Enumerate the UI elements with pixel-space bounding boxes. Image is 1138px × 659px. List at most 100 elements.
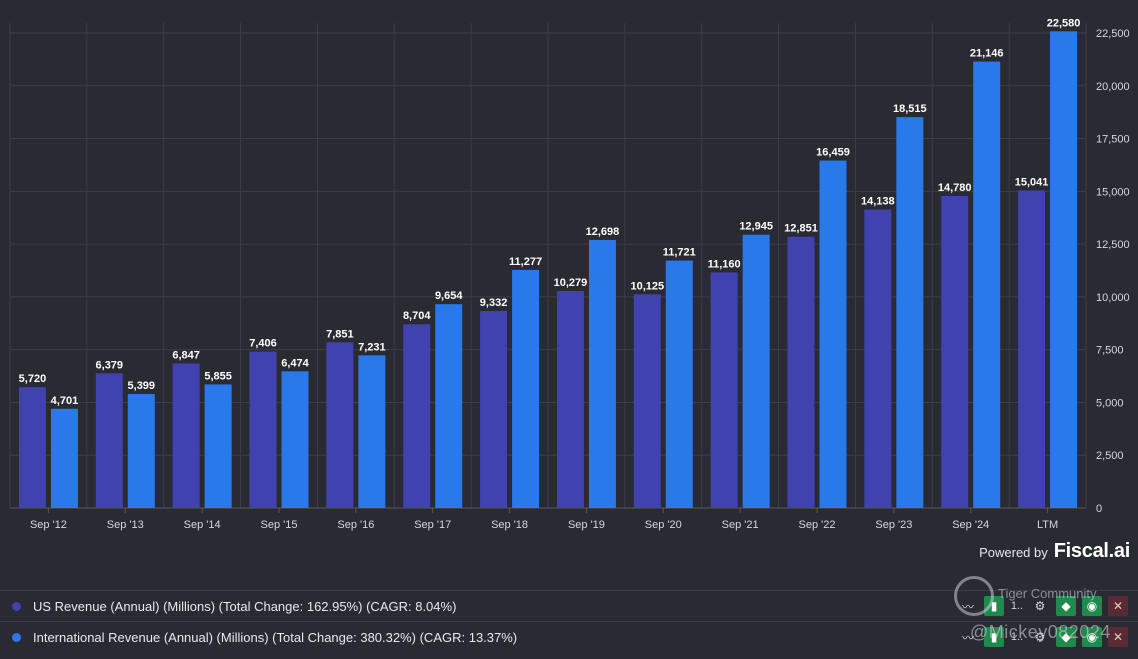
data-label: 11,160 [708,258,741,270]
data-label: 6,379 [96,359,124,371]
bar-international [896,117,924,508]
data-label: 6,847 [172,349,200,361]
bar-us [95,373,123,508]
data-label: 8,704 [403,310,431,322]
bar-us [556,290,584,508]
truncated-text[interactable]: 1.. [1010,600,1024,612]
x-tick-label: Sep '18 [491,519,528,531]
data-label: 7,851 [326,328,354,340]
data-label: 7,406 [249,338,277,350]
data-label: 21,146 [970,48,1004,60]
eye-icon[interactable]: ◉ [1082,627,1102,647]
bar-international [819,160,847,508]
truncated-text[interactable]: 1.. [1010,631,1024,643]
tag-icon[interactable]: ◆ [1056,596,1076,616]
x-tick-label: Sep '22 [799,519,836,531]
x-tick-label: Sep '23 [875,519,912,531]
data-label: 5,399 [128,380,156,392]
legend-dot-us [12,601,21,611]
trend-icon[interactable]: 〰 [961,630,974,645]
close-icon[interactable]: ✕ [1108,627,1128,647]
x-tick-label: Sep '24 [952,519,989,531]
bar-international [1050,31,1078,509]
y-tick-label: 2,500 [1096,450,1124,462]
brand-logo: Fiscal.ai [1053,540,1131,562]
bar-chart-icon[interactable]: ▮ [984,627,1004,647]
data-label: 9,332 [480,297,508,309]
x-tick-label: Sep '13 [107,519,144,531]
bar-us [633,294,661,508]
bar-us [787,236,815,508]
data-label: 14,780 [938,182,972,194]
powered-by-label: Powered by [979,545,1048,560]
bar-us [1018,190,1046,508]
x-tick-label: Sep '12 [30,519,67,531]
data-label: 6,474 [281,357,309,369]
bar-us [403,324,431,508]
bar-us [249,351,277,508]
x-tick-label: Sep '20 [645,519,682,531]
bar-international [512,269,540,508]
y-tick-label: 10,000 [1096,292,1130,304]
gear-icon[interactable]: ⚙ [1034,599,1046,613]
data-label: 15,041 [1015,176,1049,188]
x-tick-label: Sep '17 [414,519,451,531]
bar-international [588,239,616,509]
data-label: 11,277 [509,256,542,268]
data-label: 5,720 [19,373,47,385]
x-tick-label: Sep '19 [568,519,605,531]
y-tick-label: 20,000 [1096,81,1130,93]
bar-us [326,342,354,508]
gear-icon[interactable]: ⚙ [1034,630,1046,644]
powered-by[interactable]: Powered by Fiscal.ai [979,540,1130,563]
legend-tools-intl: 〰 ▮ 1.. ⚙ ◆ ◉ ✕ [958,627,1128,647]
data-label: 12,945 [739,221,773,233]
data-label: 12,851 [784,223,818,235]
y-tick-label: 22,500 [1096,28,1130,40]
bar-international [742,234,770,508]
y-tick-label: 12,500 [1096,239,1130,251]
revenue-chart: 0 2,500 5,000 7,500 10,000 12,500 15,000 17,500… [9,17,1130,531]
bar-international [973,61,1001,509]
x-tick-label: Sep '14 [184,519,221,531]
y-tick-label: 17,500 [1096,134,1130,146]
data-label: 9,654 [435,290,463,302]
x-tick-label: Sep '16 [337,519,374,531]
data-label: 14,138 [861,196,895,208]
y-tick-label: 7,500 [1096,345,1124,357]
bar-international [665,260,693,508]
legend-dot-intl [12,632,21,642]
data-label: 4,701 [51,395,79,407]
data-label: 16,459 [816,147,850,159]
data-label: 7,231 [358,341,386,353]
legend-row-us: US Revenue (Annual) (Millions) (Total Ch… [0,590,1138,621]
y-tick-label: 0 [1096,503,1102,515]
data-label: 10,279 [554,277,588,289]
bar-us [18,387,46,508]
legend-tools-us: 〰 ▮ 1.. ⚙ ◆ ◉ ✕ [958,596,1128,616]
bar-international [127,394,155,508]
eye-icon[interactable]: ◉ [1082,596,1102,616]
data-label: 10,125 [630,280,664,292]
bar-international [50,408,78,508]
bar-us [941,195,969,508]
y-tick-label: 15,000 [1096,186,1130,198]
legend-row-intl: International Revenue (Annual) (Millions… [0,621,1138,652]
x-tick-label: LTM [1037,519,1058,531]
data-label: 12,698 [586,226,620,238]
bar-us [172,363,200,508]
data-label: 22,580 [1047,17,1081,29]
close-icon[interactable]: ✕ [1108,596,1128,616]
bar-international [358,355,386,508]
data-label: 18,515 [893,103,927,115]
x-tick-label: Sep '15 [261,519,298,531]
bar-international [435,304,463,508]
data-label: 5,855 [204,370,232,382]
tag-icon[interactable]: ◆ [1056,627,1076,647]
bar-international [204,384,232,508]
bar-us [710,272,738,508]
bar-us [864,209,892,508]
trend-icon[interactable]: 〰 [961,599,974,614]
bar-chart-icon[interactable]: ▮ [984,596,1004,616]
x-tick-label: Sep '21 [722,519,759,531]
